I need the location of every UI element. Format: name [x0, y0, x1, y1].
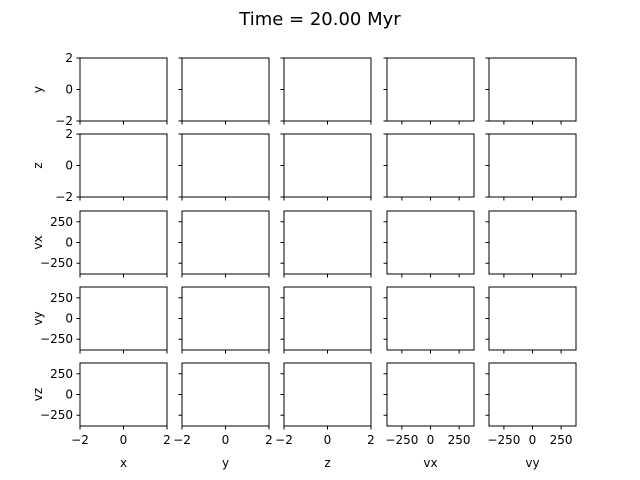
y-tick-label-vy: 0 [65, 312, 73, 326]
panel-vx-vs-vy [485, 210, 577, 278]
panel-frame-vy-vs-z [283, 286, 372, 351]
y-tick-label-vx: 250 [50, 215, 73, 229]
panel-frame-y-vs-x [79, 57, 168, 122]
x-tick-label-y: −2 [173, 433, 191, 447]
panel-frame-z-vs-vx [386, 133, 475, 198]
y-tick-label-y: 0 [65, 83, 73, 97]
y-tick-label-y: −2 [55, 114, 73, 128]
panel-vx-vs-vx [383, 210, 475, 278]
x-tick-label-z: 0 [324, 433, 332, 447]
panel-frame-z-vs-vy [488, 133, 577, 198]
x-axis-label-vy: vy [525, 456, 539, 470]
panel-z-vs-vx [383, 133, 475, 201]
panel-vy-vs-vx [383, 286, 475, 354]
panel-frame-vz-vs-vy [488, 362, 577, 427]
panel-vy-vs-z [280, 286, 372, 354]
x-axis-label-x: x [120, 456, 127, 470]
y-tick-label-vz: −250 [40, 408, 73, 422]
y-tick-label-vz: 250 [50, 367, 73, 381]
panel-vy-vs-x: −250 0 250 vy [31, 286, 168, 354]
y-tick-label-z: 2 [65, 127, 73, 141]
panel-frame-vx-vs-z [283, 210, 372, 275]
x-tick-label-vx: 0 [427, 433, 435, 447]
panel-frame-y-vs-y [181, 57, 270, 122]
x-tick-label-x: −2 [71, 433, 89, 447]
y-axis-label-y: y [31, 86, 45, 93]
panel-vy-vs-y [178, 286, 270, 354]
panel-frame-z-vs-y [181, 133, 270, 198]
panel-frame-vy-vs-x [79, 286, 168, 351]
y-tick-label-z: −2 [55, 190, 73, 204]
y-axis-label-vy: vy [31, 311, 45, 325]
panel-y-vs-z [280, 57, 372, 125]
x-tick-label-vy: 250 [550, 433, 573, 447]
panel-frame-vx-vs-x [79, 210, 168, 275]
panel-frame-vy-vs-vy [488, 286, 577, 351]
panel-frame-y-vs-z [283, 57, 372, 122]
panel-frame-z-vs-z [283, 133, 372, 198]
panel-frame-y-vs-vx [386, 57, 475, 122]
x-tick-label-z: 2 [367, 433, 375, 447]
y-axis-label-vx: vx [31, 235, 45, 249]
panel-vz-vs-vx: −250 0 250 vx [383, 362, 475, 470]
panel-y-vs-vx [383, 57, 475, 125]
figure-title: Time = 20.00 Myr [238, 9, 401, 30]
panel-vz-vs-z: −2 0 2 z [275, 362, 375, 470]
y-axis-label-vz: vz [31, 388, 45, 401]
x-tick-label-z: −2 [275, 433, 293, 447]
panel-frame-vz-vs-z [283, 362, 372, 427]
x-tick-label-vy: −250 [487, 433, 520, 447]
x-axis-label-vx: vx [423, 456, 437, 470]
panel-frame-vz-vs-vx [386, 362, 475, 427]
x-axis-label-z: z [324, 456, 330, 470]
panel-vx-vs-x: −250 0 250 vx [31, 210, 168, 278]
x-tick-label-vx: −250 [385, 433, 418, 447]
panel-frame-vy-vs-y [181, 286, 270, 351]
x-axis-label-y: y [222, 456, 229, 470]
y-tick-label-vx: 0 [65, 236, 73, 250]
panel-frame-vz-vs-x [79, 362, 168, 427]
panel-vy-vs-vy [485, 286, 577, 354]
y-tick-label-vx: −250 [40, 256, 73, 270]
panel-z-vs-x: −2 0 2 z [31, 127, 168, 204]
panel-vx-vs-y [178, 210, 270, 278]
y-tick-label-y: 2 [65, 51, 73, 65]
x-tick-label-vy: 0 [529, 433, 537, 447]
panel-frame-vy-vs-vx [386, 286, 475, 351]
panel-y-vs-x: −2 0 2 y [31, 51, 168, 128]
y-tick-label-vy: −250 [40, 332, 73, 346]
x-tick-label-y: 2 [265, 433, 273, 447]
x-tick-label-x: 2 [163, 433, 171, 447]
x-tick-label-y: 0 [222, 433, 230, 447]
panel-z-vs-z [280, 133, 372, 201]
panel-frame-vx-vs-y [181, 210, 270, 275]
panel-z-vs-vy [485, 133, 577, 201]
y-tick-label-vz: 0 [65, 388, 73, 402]
panel-vz-vs-x: −2 0 2 −250 0 250 x vz [31, 362, 171, 470]
y-tick-label-vy: 250 [50, 291, 73, 305]
y-tick-label-z: 0 [65, 159, 73, 173]
y-axis-label-z: z [31, 162, 45, 168]
x-tick-label-vx: 250 [448, 433, 471, 447]
panel-frame-vz-vs-y [181, 362, 270, 427]
panel-frame-z-vs-x [79, 133, 168, 198]
panel-frame-vx-vs-vy [488, 210, 577, 275]
panel-vz-vs-y: −2 0 2 y [173, 362, 273, 470]
panel-vx-vs-z [280, 210, 372, 278]
panel-y-vs-vy [485, 57, 577, 125]
x-tick-label-x: 0 [120, 433, 128, 447]
panel-frame-y-vs-vy [488, 57, 577, 122]
panel-frame-vx-vs-vx [386, 210, 475, 275]
panel-y-vs-y [178, 57, 270, 125]
panel-z-vs-y [178, 133, 270, 201]
panel-vz-vs-vy: −250 0 250 vy [485, 362, 577, 470]
